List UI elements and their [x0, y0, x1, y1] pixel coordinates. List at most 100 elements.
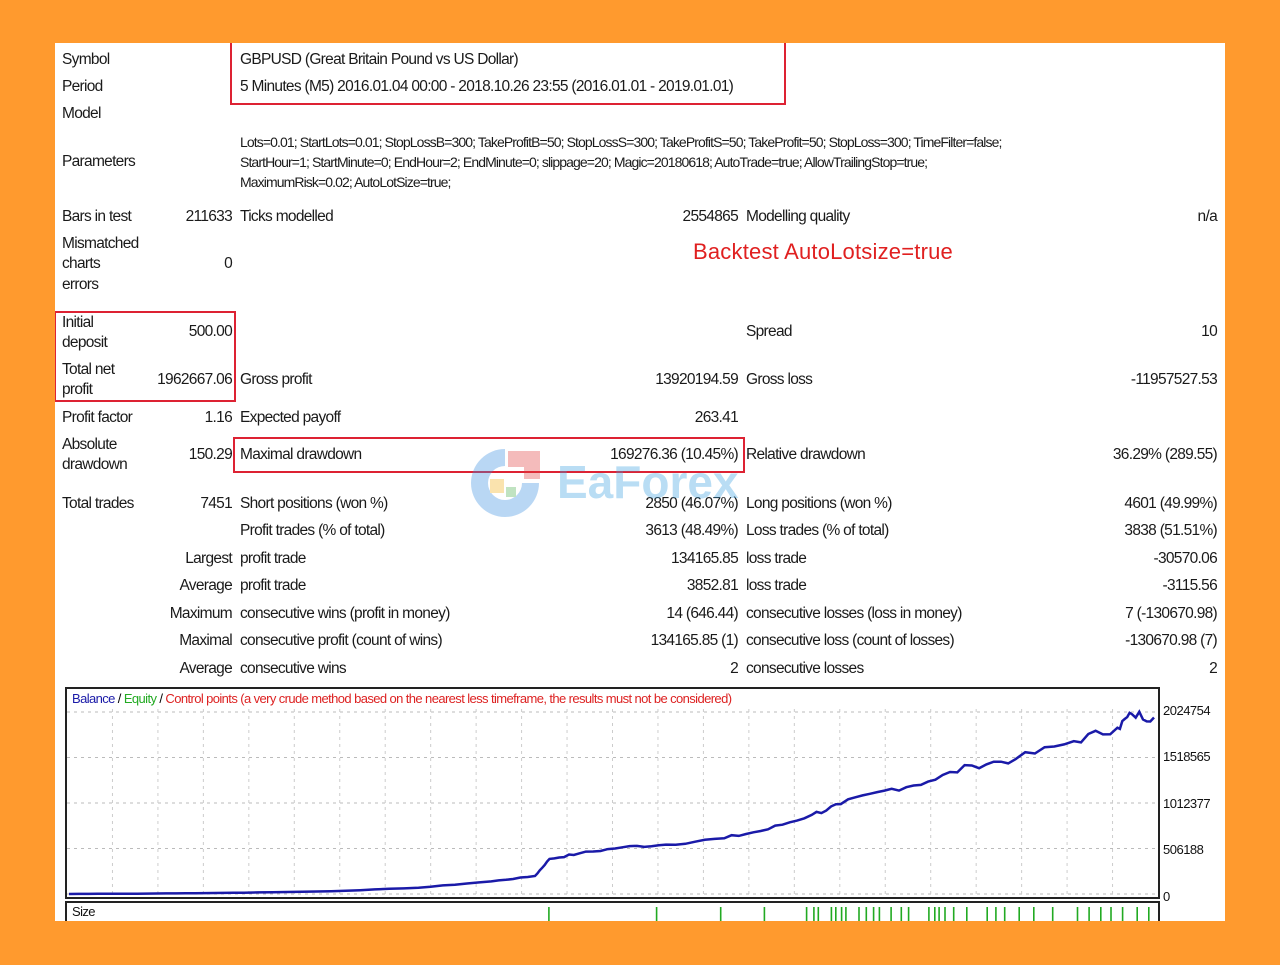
average2-label: Average: [179, 660, 232, 677]
bars-value: 211633: [185, 208, 233, 225]
size-bar: [1018, 907, 1020, 921]
rel-dd-value: 36.29% (289.55): [1112, 446, 1218, 463]
size-bar: [938, 907, 940, 921]
annotation-text: Backtest AutoLotsize=true: [693, 239, 953, 264]
pf-value: 1.16: [204, 409, 233, 426]
size-bar: [840, 907, 843, 921]
size-bar: [858, 907, 860, 921]
symbol-label: Symbol: [62, 51, 110, 68]
size-bar: [1110, 907, 1112, 921]
ticks-label: Ticks modelled: [240, 208, 334, 225]
size-bars-area: [548, 907, 1150, 921]
payoff-label: Expected payoff: [240, 409, 341, 426]
parameters-line-3: MaximumRisk=0.02; AutoLotSize=true;: [240, 174, 451, 190]
largest-profit-label: profit trade: [240, 550, 306, 567]
size-bar: [944, 907, 946, 921]
y-tick-label-0: 2024754: [1163, 703, 1211, 718]
gross-loss-value: -11957527.53: [1130, 371, 1218, 388]
maximal-profit-label: consecutive profit (count of wins): [240, 632, 443, 649]
period-value: 5 Minutes (M5) 2016.01.04 00:00 - 2018.1…: [240, 78, 734, 95]
parameters-line-2: StartHour=1; StartMinute=0; EndHour=2; E…: [240, 154, 928, 170]
quality-value: n/a: [1197, 208, 1218, 225]
size-bar: [1033, 907, 1035, 921]
size-bar: [890, 907, 892, 921]
legend-separator-1: /: [114, 691, 124, 706]
legend-balance: Balance: [72, 691, 115, 706]
symbol-value: GBPUSD (Great Britain Pound vs US Dollar…: [240, 51, 519, 68]
size-bar: [928, 907, 930, 921]
size-bar: [830, 907, 833, 921]
long-value: 4601 (49.99%): [1124, 495, 1217, 512]
initial-label-2: deposit: [62, 334, 108, 351]
size-bar: [878, 907, 881, 921]
watermark-text: EaForex: [557, 456, 739, 508]
size-label: Size: [72, 904, 95, 919]
parameters-label: Parameters: [62, 153, 136, 170]
size-bar: [1088, 907, 1090, 921]
size-bar: [995, 907, 997, 921]
size-bar: [1136, 907, 1138, 921]
short-label: Short positions (won %): [240, 495, 388, 512]
average-profit-value: 3852.81: [686, 577, 739, 594]
size-panel: Size: [65, 901, 1160, 921]
balance-series-line: [68, 709, 1155, 896]
size-bar: [763, 907, 766, 921]
spread-label: Spread: [746, 323, 792, 340]
maximal-profit-value: 134165.85 (1): [650, 632, 739, 649]
max-dd-value: 169276.36 (10.45%): [610, 446, 739, 463]
pf-label: Profit factor: [62, 409, 133, 426]
maximal-loss-value: -130670.98 (7): [1125, 632, 1218, 649]
gross-profit-value: 13920194.59: [655, 371, 739, 388]
gross-profit-label: Gross profit: [240, 371, 312, 388]
eaforex-logo-icon: [471, 449, 540, 517]
net-value: 1962667.06: [157, 371, 233, 388]
max-cons-losses-value: 7 (-130670.98): [1125, 605, 1218, 622]
gross-loss-label: Gross loss: [746, 371, 813, 388]
size-bar: [1148, 907, 1150, 921]
size-bar: [1076, 907, 1079, 921]
average-label: Average: [179, 577, 232, 594]
payoff-value: 263.41: [694, 409, 739, 426]
short-value: 2850 (46.07%): [645, 495, 738, 512]
loss-trades-value: 3838 (51.51%): [1124, 522, 1217, 539]
size-bar: [952, 907, 955, 921]
size-bar: [1051, 907, 1054, 921]
chart-plot-area: [67, 709, 1158, 897]
y-tick-label-1: 1518565: [1163, 749, 1211, 764]
size-bar: [817, 907, 820, 921]
size-bar: [865, 907, 868, 921]
max-cons-wins-value: 14 (646.44): [666, 605, 738, 622]
size-bar: [1121, 907, 1124, 921]
abs-dd-label-2: drawdown: [62, 456, 128, 473]
size-bar: [1003, 907, 1006, 921]
balance-chart: Balance / Equity / Control points (a ver…: [65, 687, 1160, 899]
symbol-period-highlight-box: [230, 43, 786, 105]
size-bar: [845, 907, 847, 921]
max-dd-label: Maximal drawdown: [240, 446, 362, 463]
mismatch-label-3: errors: [62, 276, 99, 293]
trades-label: Total trades: [62, 495, 134, 512]
parameters-line-1: Lots=0.01; StartLots=0.01; StopLossB=300…: [240, 134, 1002, 150]
long-label: Long positions (won %): [746, 495, 892, 512]
mismatch-label-1: Mismatched: [62, 235, 139, 252]
rel-dd-label: Relative drawdown: [746, 446, 866, 463]
maximal-loss-label: consecutive loss (count of losses): [746, 632, 955, 649]
size-bar: [907, 907, 910, 921]
largest-profit-value: 134165.85: [671, 550, 739, 567]
size-bar: [872, 907, 875, 921]
abs-dd-value: 150.29: [188, 446, 233, 463]
loss-trades-label: Loss trades (% of total): [746, 522, 889, 539]
net-label-1: Total net: [62, 361, 115, 378]
size-bar: [934, 907, 936, 921]
quality-label: Modelling quality: [746, 208, 850, 225]
max-cons-wins-label: consecutive wins (profit in money): [240, 605, 450, 622]
y-tick-label-2: 1012377: [1163, 796, 1211, 811]
y-tick-label-3: 506188: [1163, 842, 1204, 857]
size-bar: [966, 907, 968, 921]
size-bar: [813, 907, 815, 921]
spread-value: 10: [1201, 323, 1218, 340]
maximum-label: Maximum: [169, 605, 233, 622]
chart-legend: Balance / Equity / Control points (a ver…: [72, 691, 732, 706]
deposit-profit-highlight-box: [55, 311, 236, 402]
size-bar: [805, 907, 808, 921]
